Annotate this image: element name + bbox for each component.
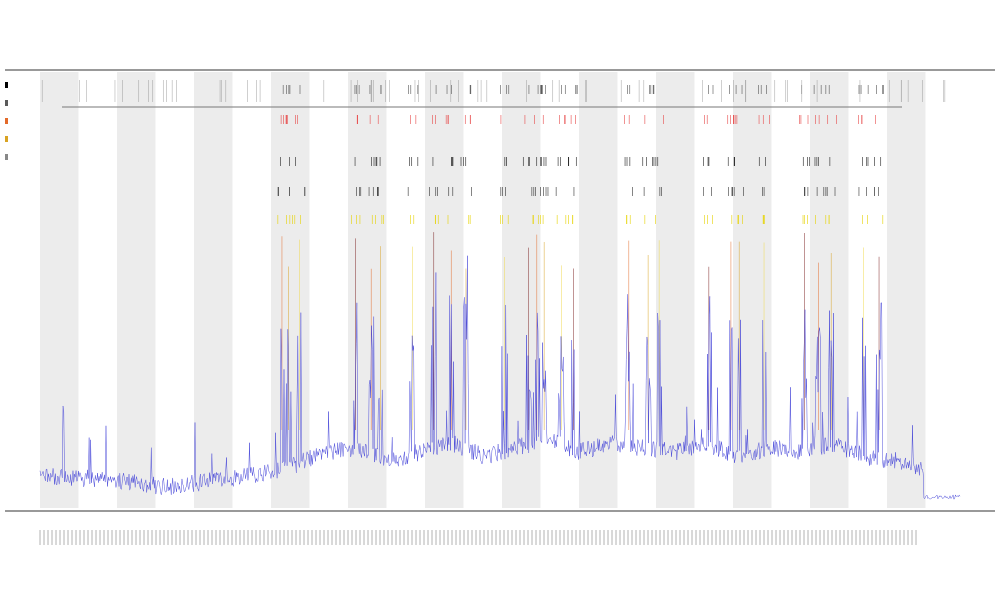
background-band	[810, 72, 849, 508]
legend-marker	[5, 136, 8, 142]
background-band	[656, 72, 695, 508]
background-band	[425, 72, 464, 508]
background-band	[117, 72, 156, 508]
legend-marker	[5, 82, 8, 88]
legend-marker	[5, 118, 8, 124]
background-band	[348, 72, 387, 508]
background-bands	[40, 72, 926, 508]
signal-line	[39, 255, 961, 500]
background-band	[579, 72, 618, 508]
background-band	[887, 72, 926, 508]
event-tick-rows	[41, 80, 946, 224]
background-band	[40, 72, 79, 508]
background-band	[194, 72, 233, 508]
background-band	[733, 72, 772, 508]
legend	[5, 82, 8, 160]
x-tick-labels	[39, 530, 917, 545]
legend-marker	[5, 100, 8, 106]
legend-marker	[5, 154, 8, 160]
